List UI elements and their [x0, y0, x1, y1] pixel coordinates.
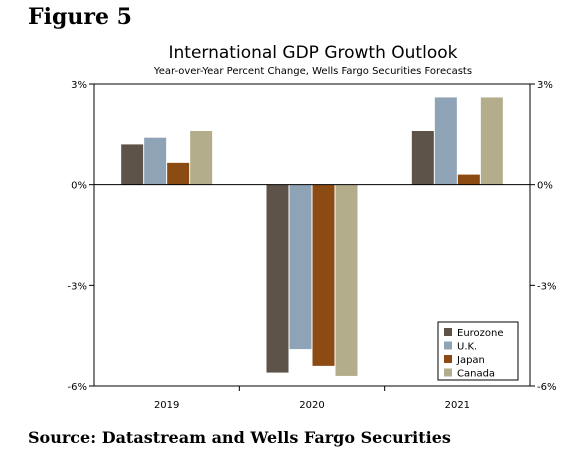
bar-uk-2020 — [289, 184, 312, 350]
y-tick-label-right: 0% — [537, 181, 553, 192]
bar-uk-2019 — [144, 137, 167, 185]
bar-japan-2021 — [457, 174, 480, 185]
chart-title: International GDP Growth Outlook — [169, 43, 458, 63]
figure-label: Figure 5 — [28, 4, 132, 30]
y-tick-label-left: -3% — [68, 281, 87, 292]
bar-canada-2020 — [335, 184, 358, 376]
y-tick-label-right: -6% — [537, 382, 556, 393]
bar-eurozone-2020 — [266, 184, 289, 373]
plot-area — [93, 83, 531, 387]
legend-swatch — [444, 328, 452, 336]
y-tick-label-left: -6% — [68, 382, 87, 393]
y-tick-label-right: 3% — [537, 80, 553, 91]
y-tick-label-left: 3% — [71, 80, 87, 91]
legend-label: U.K. — [457, 342, 477, 353]
bar-uk-2021 — [434, 97, 457, 185]
bar-eurozone-2019 — [121, 144, 144, 185]
source-note: Source: Datastream and Wells Fargo Secur… — [28, 428, 451, 447]
x-tick-label: 2019 — [154, 400, 179, 411]
legend-swatch — [444, 341, 452, 350]
legend-label: Japan — [456, 355, 485, 366]
bar-japan-2019 — [167, 162, 190, 185]
x-tick-label: 2020 — [299, 400, 324, 411]
bar-canada-2021 — [480, 97, 503, 185]
legend-label: Eurozone — [457, 328, 504, 339]
legend-label: Canada — [457, 369, 495, 380]
y-tick-label-right: -3% — [537, 281, 556, 292]
y-tick-label-left: 0% — [71, 181, 87, 192]
x-tick-label: 2021 — [445, 400, 470, 411]
bar-japan-2020 — [312, 184, 335, 366]
legend-swatch — [444, 355, 452, 363]
bar-canada-2019 — [190, 130, 213, 185]
chart-subtitle: Year-over-Year Percent Change, Wells Far… — [153, 66, 472, 77]
bar-eurozone-2021 — [411, 130, 434, 185]
legend-swatch — [444, 368, 452, 377]
